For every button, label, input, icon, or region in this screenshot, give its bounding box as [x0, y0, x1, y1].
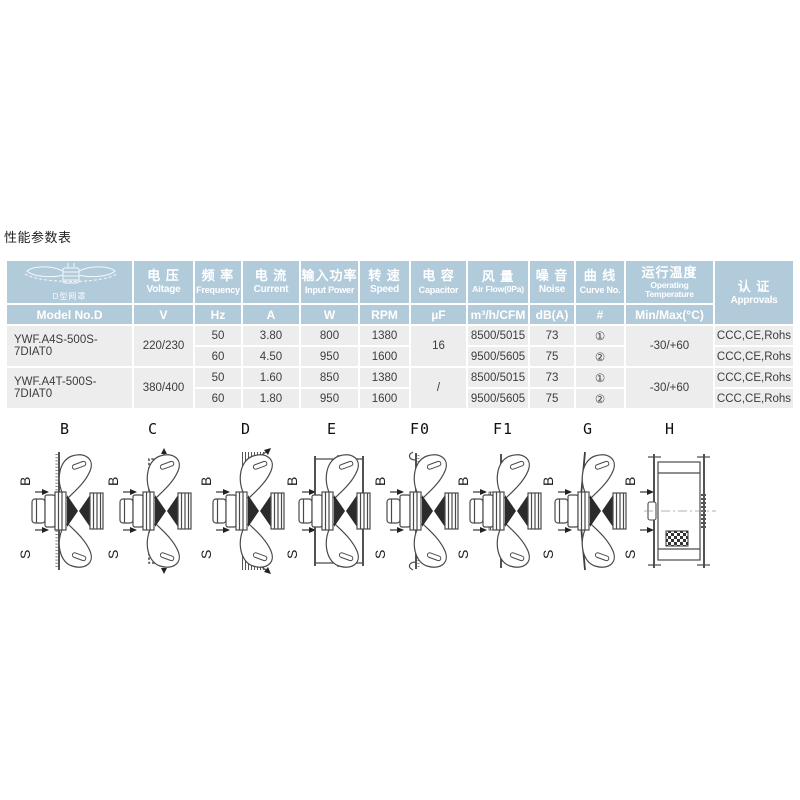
- cell-model-name: YWF.A4T-500S-7DIAT0: [7, 368, 132, 408]
- cell-power: 950: [301, 347, 358, 366]
- cell-curve: ②: [576, 389, 624, 408]
- cell-curve: ①: [576, 368, 624, 387]
- cell-model-name: YWF.A4S-500S-7DIAT0: [7, 326, 132, 366]
- cell-approvals: CCC,CE,Rohs: [715, 368, 793, 387]
- cell-curve: ①: [576, 326, 624, 345]
- unit-temperature: Min/Max(°C): [626, 305, 713, 324]
- cell-noise: 73: [530, 368, 574, 387]
- table-row: YWF.A4S-500S-7DIAT0 220/230 50 3.80 800 …: [7, 326, 793, 366]
- fan-front-view-icon: [24, 263, 117, 284]
- fan-mounting-drawing-g: [538, 451, 638, 571]
- corner-caption: D型网罩: [52, 292, 87, 301]
- figure-type-f1: F1: [453, 418, 553, 576]
- cell-airflow: 8500/5015: [468, 326, 528, 345]
- col-header-speed: 转 速 Speed: [360, 261, 409, 303]
- spec-table: D型网罩 电 压 Voltage 频 率 Frequency 电 流 Curre…: [5, 259, 795, 410]
- cell-airflow: 9500/5605: [468, 389, 528, 408]
- figure-type-h: H: [620, 418, 720, 576]
- cell-current: 4.50: [243, 347, 299, 366]
- cell-approvals: CCC,CE,Rohs: [715, 326, 793, 345]
- fan-mounting-drawing-d: [196, 448, 296, 574]
- unit-frequency: Hz: [195, 305, 241, 324]
- cell-airflow: 8500/5015: [468, 368, 528, 387]
- cell-capacitor: /: [411, 368, 466, 408]
- cell-noise: 75: [530, 389, 574, 408]
- cell-frequency: 60: [195, 389, 241, 408]
- fan-mounting-drawing-f0: [370, 451, 470, 571]
- cell-capacitor: 16: [411, 326, 466, 366]
- cell-frequency: 50: [195, 326, 241, 345]
- cell-power: 800: [301, 326, 358, 345]
- cell-noise: 75: [530, 347, 574, 366]
- cell-power: 850: [301, 368, 358, 387]
- col-header-current: 电 流 Current: [243, 261, 299, 303]
- unit-noise: dB(A): [530, 305, 574, 324]
- col-header-curve: 曲 线 Curve No.: [576, 261, 624, 303]
- unit-airflow: m³/h/CFM: [468, 305, 528, 324]
- cell-current: 1.80: [243, 389, 299, 408]
- figure-type-f0: F0: [370, 418, 470, 576]
- cell-voltage: 380/400: [134, 368, 193, 408]
- mounting-type-figures: B C D E: [0, 418, 800, 588]
- cell-approvals: CCC,CE,Rohs: [715, 389, 793, 408]
- table-row: YWF.A4T-500S-7DIAT0 380/400 50 1.60 850 …: [7, 368, 793, 408]
- unit-power: W: [301, 305, 358, 324]
- col-header-approvals: 认 证 Approvals: [715, 261, 793, 324]
- cell-noise: 73: [530, 326, 574, 345]
- col-header-noise: 噪 音 Noise: [530, 261, 574, 303]
- cell-current: 1.60: [243, 368, 299, 387]
- cell-speed: 1380: [360, 326, 409, 345]
- unit-voltage: V: [134, 305, 193, 324]
- cell-approvals: CCC,CE,Rohs: [715, 347, 793, 366]
- figure-type-c: C: [103, 418, 203, 576]
- model-column-header: Model No.D: [7, 305, 132, 324]
- cell-temperature: -30/+60: [626, 368, 713, 408]
- fan-mounting-drawing-f1: [453, 454, 553, 568]
- unit-curve: #: [576, 305, 624, 324]
- cell-power: 950: [301, 389, 358, 408]
- col-header-airflow: 风 量 Air Flow(0Pa): [468, 261, 528, 303]
- cell-current: 3.80: [243, 326, 299, 345]
- cell-speed: 1600: [360, 389, 409, 408]
- col-header-capacitor: 电 容 Capacitor: [411, 261, 466, 303]
- cell-airflow: 9500/5605: [468, 347, 528, 366]
- table-corner-image: D型网罩: [7, 261, 132, 303]
- cell-frequency: 50: [195, 368, 241, 387]
- cell-curve: ②: [576, 347, 624, 366]
- cell-speed: 1600: [360, 347, 409, 366]
- figure-type-e: E: [282, 418, 382, 576]
- table-row: 60 4.50 950 1600 9500/5605 75 ② CCC,CE,R…: [7, 347, 793, 366]
- fan-mounting-drawing-c: [103, 448, 203, 574]
- col-header-voltage: 电 压 Voltage: [134, 261, 193, 303]
- col-header-frequency: 频 率 Frequency: [195, 261, 241, 303]
- cell-speed: 1380: [360, 368, 409, 387]
- table-row: 60 1.80 950 1600 9500/5605 75 ② CCC,CE,R…: [7, 389, 793, 408]
- fan-mounting-drawing-h: [620, 454, 716, 568]
- col-header-temperature: 运行温度 Operating Temperature: [626, 261, 713, 303]
- cell-voltage: 220/230: [134, 326, 193, 366]
- fan-mounting-drawing-b: [15, 452, 115, 570]
- figure-type-d: D: [196, 418, 296, 576]
- unit-capacitor: µF: [411, 305, 466, 324]
- col-header-input-power: 输入功率 Input Power: [301, 261, 358, 303]
- figure-type-b: B: [15, 418, 115, 576]
- cell-frequency: 60: [195, 347, 241, 366]
- page-title: 性能参数表: [4, 230, 72, 245]
- unit-current: A: [243, 305, 299, 324]
- figure-type-g: G: [538, 418, 638, 576]
- cell-temperature: -30/+60: [626, 326, 713, 366]
- unit-speed: RPM: [360, 305, 409, 324]
- fan-mounting-drawing-e: [282, 446, 382, 576]
